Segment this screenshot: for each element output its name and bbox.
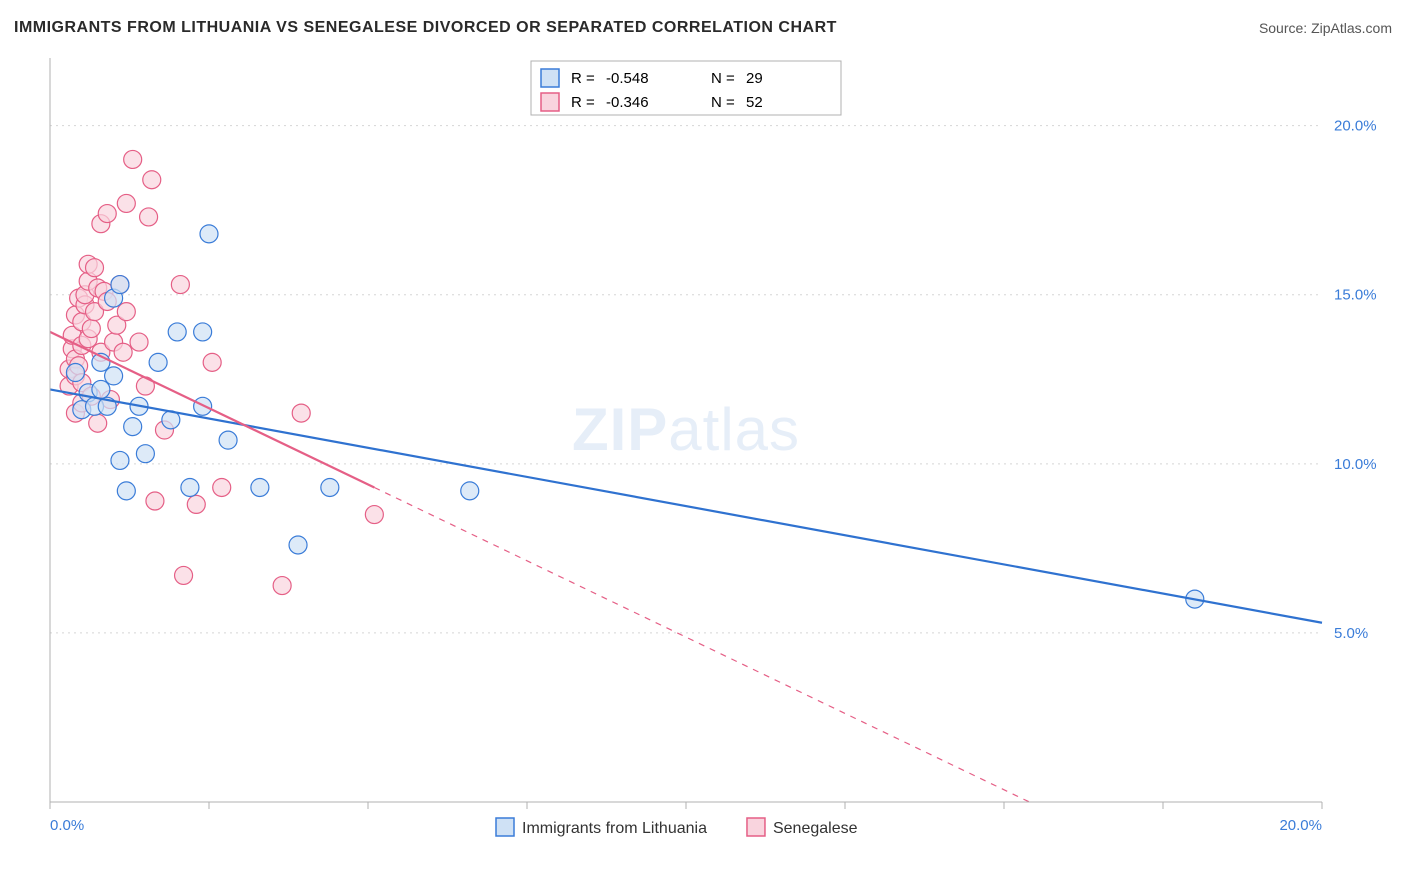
svg-text:ZIPatlas: ZIPatlas — [572, 396, 800, 463]
chart-container: ZIPatlas 0.0% 20.0% 5.0% 10.0% 15.0% 20.0% R =-… — [44, 52, 1392, 842]
svg-text:-0.548: -0.548 — [606, 70, 649, 87]
svg-text:0.0%: 0.0% — [50, 817, 84, 834]
svg-text:20.0%: 20.0% — [1279, 817, 1322, 834]
svg-text:N =: N = — [711, 94, 735, 111]
svg-text:5.0%: 5.0% — [1334, 625, 1368, 642]
svg-text:Senegalese: Senegalese — [773, 820, 858, 837]
svg-text:-0.346: -0.346 — [606, 94, 649, 111]
page-title: IMMIGRANTS FROM LITHUANIA VS SENEGALESE … — [14, 19, 837, 37]
svg-text:R =: R = — [571, 70, 595, 87]
svg-text:N =: N = — [711, 70, 735, 87]
svg-text:20.0%: 20.0% — [1334, 118, 1377, 135]
svg-text:R =: R = — [571, 94, 595, 111]
svg-text:15.0%: 15.0% — [1334, 287, 1377, 304]
svg-text:Immigrants from Lithuania: Immigrants from Lithuania — [522, 820, 707, 837]
source-prefix: Source: — [1259, 20, 1311, 36]
source-name: ZipAtlas.com — [1311, 20, 1392, 36]
correlation-scatter-chart: ZIPatlas 0.0% 20.0% 5.0% 10.0% 15.0% 20.0% R =-… — [44, 52, 1392, 842]
svg-text:29: 29 — [746, 70, 763, 87]
source-label: Source: ZipAtlas.com — [1259, 20, 1392, 36]
svg-text:52: 52 — [746, 94, 763, 111]
svg-text:10.0%: 10.0% — [1334, 456, 1377, 473]
